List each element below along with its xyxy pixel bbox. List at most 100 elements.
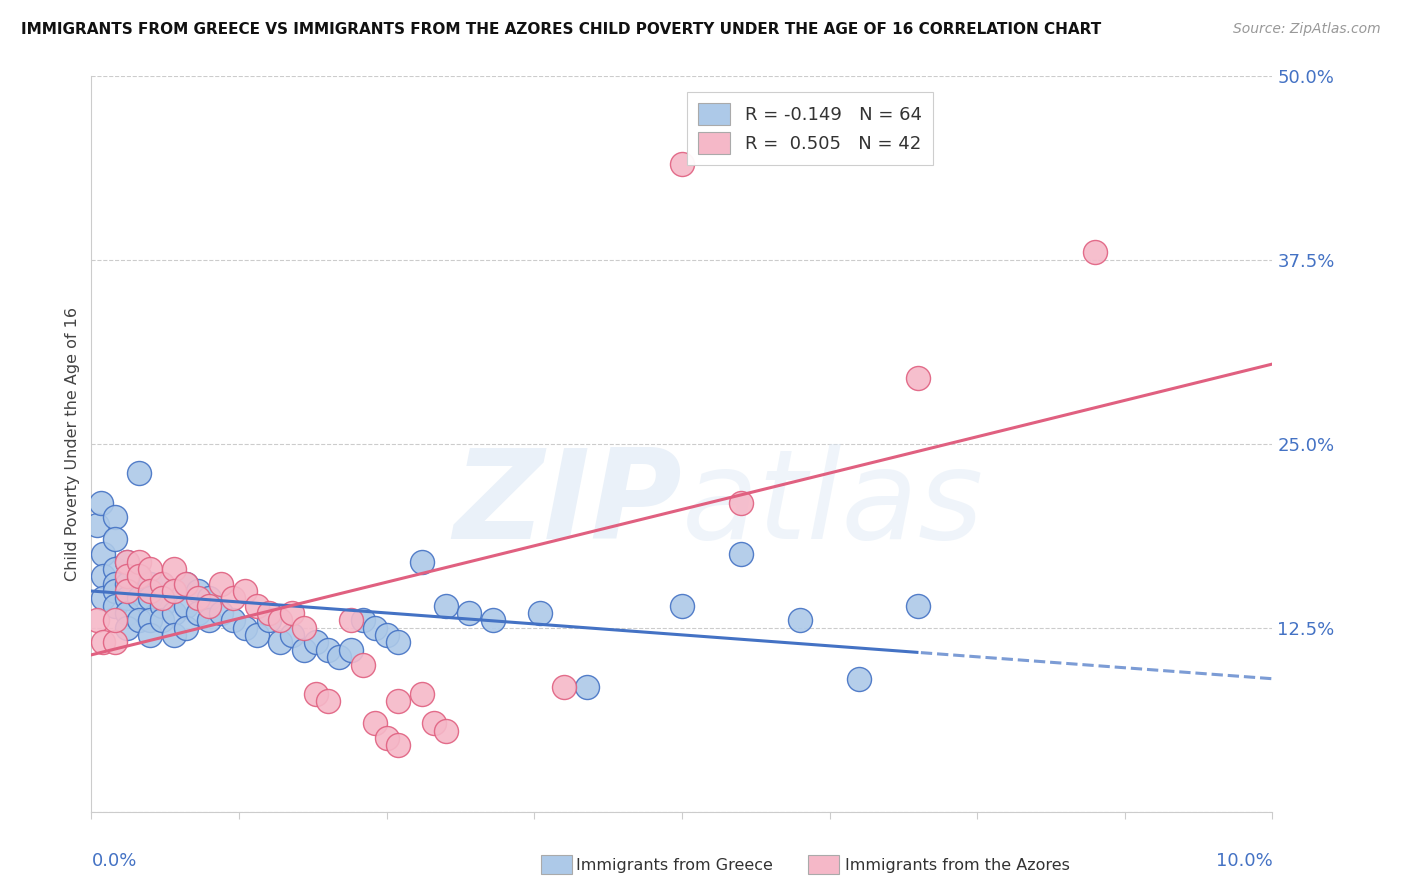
Text: Immigrants from Greece: Immigrants from Greece <box>576 858 773 872</box>
Legend: R = -0.149   N = 64, R =  0.505   N = 42: R = -0.149 N = 64, R = 0.505 N = 42 <box>688 92 932 165</box>
Point <box>292 642 315 657</box>
Point <box>115 591 138 606</box>
Point <box>529 606 551 620</box>
Point <box>91 547 114 561</box>
Point <box>434 599 457 613</box>
Point <box>576 680 599 694</box>
Point <box>150 576 173 591</box>
Point <box>90 496 112 510</box>
Point <box>198 599 221 613</box>
Point <box>163 584 186 599</box>
Point <box>222 591 245 606</box>
Point <box>789 614 811 628</box>
Point <box>257 606 280 620</box>
Point <box>434 723 457 738</box>
Point <box>292 621 315 635</box>
Point <box>150 614 173 628</box>
Text: 10.0%: 10.0% <box>1216 852 1272 871</box>
Text: ZIP: ZIP <box>453 443 682 565</box>
Text: Source: ZipAtlas.com: Source: ZipAtlas.com <box>1233 22 1381 37</box>
Point <box>128 554 150 569</box>
Point <box>128 466 150 480</box>
Point <box>246 599 269 613</box>
Point <box>209 576 232 591</box>
Point <box>328 650 350 665</box>
Point <box>163 628 186 642</box>
Text: 0.0%: 0.0% <box>91 852 136 871</box>
Point <box>115 576 138 591</box>
Point <box>187 606 209 620</box>
Point <box>139 614 162 628</box>
Point <box>364 621 387 635</box>
Point <box>411 687 433 701</box>
Point <box>187 584 209 599</box>
Point <box>86 517 108 532</box>
Point <box>104 510 127 524</box>
Point <box>907 599 929 613</box>
Point <box>458 606 481 620</box>
Point <box>104 599 127 613</box>
Point <box>305 635 328 649</box>
Point <box>233 621 256 635</box>
Point <box>411 554 433 569</box>
Point <box>139 562 162 576</box>
Text: IMMIGRANTS FROM GREECE VS IMMIGRANTS FROM THE AZORES CHILD POVERTY UNDER THE AGE: IMMIGRANTS FROM GREECE VS IMMIGRANTS FRO… <box>21 22 1101 37</box>
Point <box>387 739 409 753</box>
Point <box>387 694 409 708</box>
Point <box>115 621 138 635</box>
Point <box>907 370 929 384</box>
Point <box>340 614 363 628</box>
Point <box>209 606 232 620</box>
Text: atlas: atlas <box>682 443 984 565</box>
Point <box>316 642 339 657</box>
Point <box>163 562 186 576</box>
Point <box>150 576 173 591</box>
Point <box>1084 245 1107 260</box>
Point <box>115 569 138 583</box>
Point <box>174 576 197 591</box>
Point <box>150 591 173 606</box>
Point <box>187 591 209 606</box>
Point <box>91 569 114 583</box>
Point <box>174 621 197 635</box>
Point <box>115 554 138 569</box>
Point <box>222 614 245 628</box>
Point <box>163 606 186 620</box>
Point <box>115 606 138 620</box>
Point <box>375 628 398 642</box>
Point <box>281 628 304 642</box>
Point <box>730 496 752 510</box>
Point <box>104 635 127 649</box>
Point <box>128 569 150 583</box>
Point <box>246 628 269 642</box>
Point <box>198 591 221 606</box>
Point <box>316 694 339 708</box>
Point <box>104 584 127 599</box>
Point <box>233 584 256 599</box>
Point <box>150 599 173 613</box>
Point <box>848 673 870 687</box>
Point <box>104 576 127 591</box>
Point <box>104 614 127 628</box>
Point <box>269 635 291 649</box>
Point <box>163 584 186 599</box>
Point <box>553 680 575 694</box>
Point <box>115 584 138 599</box>
Point <box>91 635 114 649</box>
Point <box>257 614 280 628</box>
Point <box>139 591 162 606</box>
Point <box>115 554 138 569</box>
Point <box>482 614 505 628</box>
Point <box>387 635 409 649</box>
Point <box>671 157 693 171</box>
Point <box>671 599 693 613</box>
Point <box>352 614 374 628</box>
Point <box>281 606 304 620</box>
Point <box>730 547 752 561</box>
Point <box>139 628 162 642</box>
Point <box>198 614 221 628</box>
Point <box>340 642 363 657</box>
Point <box>104 562 127 576</box>
Point <box>269 614 291 628</box>
Point <box>86 614 108 628</box>
